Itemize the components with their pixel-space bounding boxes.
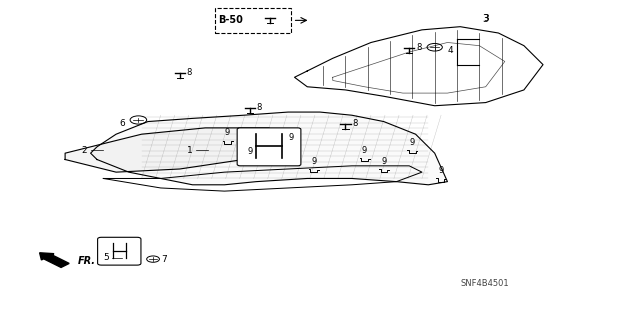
Text: 7: 7 bbox=[161, 255, 167, 263]
Text: 8: 8 bbox=[416, 43, 422, 52]
Polygon shape bbox=[91, 112, 447, 185]
Text: 5: 5 bbox=[104, 253, 109, 262]
Text: 9: 9 bbox=[362, 145, 367, 154]
Text: 9: 9 bbox=[438, 166, 444, 175]
Text: SNF4B4501: SNF4B4501 bbox=[460, 279, 509, 288]
Text: 8: 8 bbox=[187, 68, 192, 77]
Text: FR.: FR. bbox=[78, 256, 96, 266]
Text: B-50: B-50 bbox=[218, 15, 243, 26]
Text: 9: 9 bbox=[247, 147, 253, 156]
Text: 9: 9 bbox=[225, 128, 230, 137]
Text: 6: 6 bbox=[120, 119, 125, 128]
Text: 4: 4 bbox=[448, 46, 454, 55]
Text: 9: 9 bbox=[311, 157, 316, 166]
FancyArrow shape bbox=[40, 253, 69, 267]
FancyBboxPatch shape bbox=[237, 128, 301, 166]
Text: 3: 3 bbox=[483, 14, 488, 23]
Text: 8: 8 bbox=[257, 103, 262, 112]
Text: 8: 8 bbox=[353, 119, 358, 128]
Polygon shape bbox=[65, 128, 282, 172]
Text: 3: 3 bbox=[483, 14, 489, 24]
Text: 2: 2 bbox=[81, 145, 87, 154]
Text: 1: 1 bbox=[186, 145, 192, 154]
Text: 9: 9 bbox=[410, 137, 415, 147]
Text: 9: 9 bbox=[381, 157, 387, 166]
Text: 9: 9 bbox=[289, 133, 294, 142]
